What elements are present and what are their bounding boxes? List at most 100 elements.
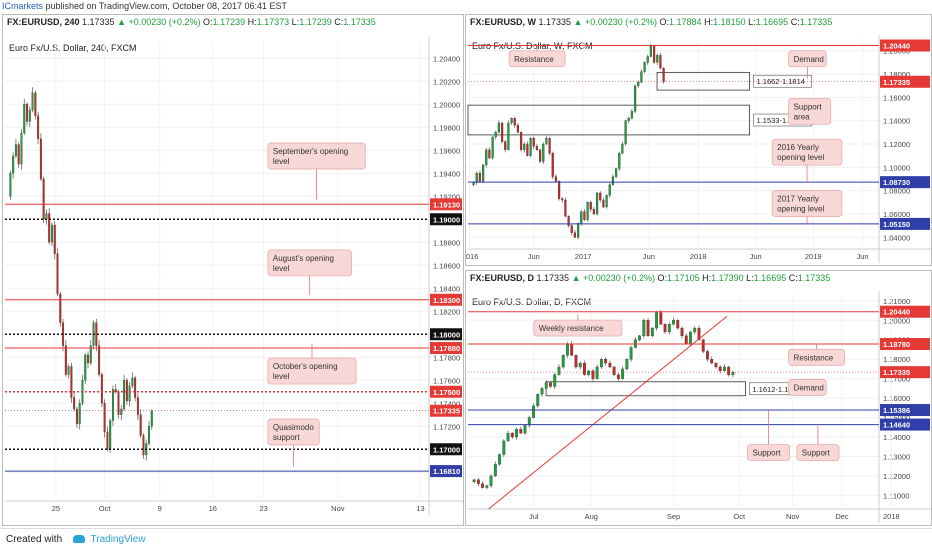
candle-body <box>663 324 667 333</box>
candle-body <box>570 225 573 233</box>
callout-label: Support <box>794 102 823 111</box>
level-tag-label: 1.19000 <box>433 215 460 224</box>
x-tick-label: 23 <box>259 504 267 513</box>
last-price: 1.17335 <box>536 273 572 283</box>
level-tag-label: 1.16810 <box>433 467 460 476</box>
candle-body <box>476 479 480 484</box>
publisher-name[interactable]: ICmarkets <box>2 1 44 11</box>
y-tick-label: 1.14000 <box>883 433 910 442</box>
y-tick-label: 1.21000 <box>883 297 910 306</box>
candle-body <box>498 454 501 465</box>
x-tick-label: 2018 <box>883 512 900 521</box>
candle-body <box>604 359 608 364</box>
y-tick-label: 1.19600 <box>433 146 460 155</box>
candle-body <box>500 122 504 142</box>
candle-body <box>659 55 662 69</box>
y-tick-label: 1.20200 <box>433 77 460 86</box>
y-tick-label: 1.17000 <box>883 375 910 384</box>
last-price: 1.17335 <box>82 17 118 27</box>
low-value: 1.17239 <box>299 17 332 27</box>
level-tag <box>880 418 930 431</box>
candle-body <box>564 199 567 217</box>
candle-body <box>701 339 705 352</box>
candle-body <box>523 143 526 150</box>
candle-body <box>592 209 596 215</box>
low-label: L: <box>743 273 754 283</box>
low-value: 1.16695 <box>755 17 789 27</box>
chart-panel-daily[interactable]: FX:EURUSD, D 1.17335 ▲ +0.00230 (+0.2%) … <box>465 270 932 526</box>
candle-body <box>100 374 103 404</box>
x-tick-label: Aug <box>585 512 598 521</box>
candle-body <box>478 173 482 182</box>
level-tag-label: 1.05150 <box>883 220 910 229</box>
level-tag-label: 1.17880 <box>433 344 460 353</box>
x-tick-label: Dec <box>835 512 849 521</box>
y-tick-label: 1.06000 <box>883 210 910 219</box>
candle-body <box>667 324 671 333</box>
candle-body <box>561 355 565 368</box>
candle-body <box>576 223 580 238</box>
candle-body <box>567 216 570 226</box>
y-tick-label: 1.16000 <box>883 93 910 102</box>
y-tick-label: 1.12000 <box>883 140 910 149</box>
footer-created-text: Created with <box>6 534 63 545</box>
footer-brand[interactable]: TradingView <box>90 534 146 545</box>
candle-body <box>519 429 523 434</box>
y-tick-label: 1.15000 <box>883 414 910 423</box>
candle-body <box>557 181 561 199</box>
candle-body <box>583 362 586 375</box>
x-tick-label: 2019 <box>805 252 822 261</box>
callout-box <box>788 348 845 366</box>
candle-body <box>589 202 592 210</box>
candle-body <box>684 335 688 344</box>
y-tick-label: 1.10000 <box>883 163 910 172</box>
level-tag-label: 1.15386 <box>883 406 910 415</box>
x-tick-label: Nov <box>786 512 800 521</box>
level-tag <box>430 293 462 306</box>
candle-body <box>128 385 131 402</box>
chart-svg-weekly: Euro Fx/U.S. Dollar, W, FXCM1.200001.180… <box>466 35 931 263</box>
candle-body <box>106 431 109 450</box>
open-value: 1.17105 <box>667 273 700 283</box>
level-tag-label: 1.08730 <box>883 178 910 187</box>
candle-body <box>693 327 697 333</box>
candle-body <box>513 118 516 126</box>
candle-body <box>536 394 540 407</box>
y-tick-label: 1.18800 <box>433 238 460 247</box>
x-tick-label: Oct <box>99 504 112 513</box>
candle-body <box>727 366 731 375</box>
x-tick-label: 2016 <box>466 252 478 261</box>
chart-panel-h4[interactable]: FX:EURUSD, 240 1.17335 ▲ +0.00230 (+0.2%… <box>2 14 464 526</box>
candle-body <box>718 366 722 372</box>
candle-body <box>56 253 59 295</box>
candle-body <box>625 359 629 370</box>
candle-body <box>599 192 602 201</box>
level-tag <box>430 342 462 355</box>
candle-body <box>497 122 501 133</box>
candle-body <box>602 199 605 208</box>
candle-body <box>587 370 591 375</box>
callout-label: Resistance <box>514 55 554 64</box>
y-tick-label: 1.12000 <box>883 472 910 481</box>
level-tag-label: 1.17500 <box>433 388 460 397</box>
candle-body <box>136 397 139 415</box>
price-change: ▲ +0.00230 (+0.2%) <box>573 17 658 27</box>
candle-body <box>14 144 17 157</box>
candle-body <box>612 366 616 375</box>
price-change: ▲ +0.00230 (+0.2%) <box>117 17 201 27</box>
candle-body <box>706 351 709 360</box>
open-value: 1.17239 <box>212 17 246 27</box>
candle-body <box>50 224 53 243</box>
candle-body <box>538 149 542 162</box>
chart-title: Euro Fx/U.S. Dollar, D, FXCM <box>472 297 591 307</box>
candle-body <box>580 211 583 224</box>
symbol-label: FX:EURUSD, W <box>470 17 539 27</box>
callout-label: Support <box>802 449 831 458</box>
candle-body <box>488 149 491 159</box>
candle-body <box>710 359 714 364</box>
chart-panel-weekly[interactable]: FX:EURUSD, W 1.17335 ▲ +0.00230 (+0.2%) … <box>465 14 932 266</box>
candle-body <box>605 195 608 208</box>
candle-body <box>621 143 624 154</box>
candle-body <box>611 176 615 185</box>
y-tick-label: 1.20400 <box>433 54 460 63</box>
